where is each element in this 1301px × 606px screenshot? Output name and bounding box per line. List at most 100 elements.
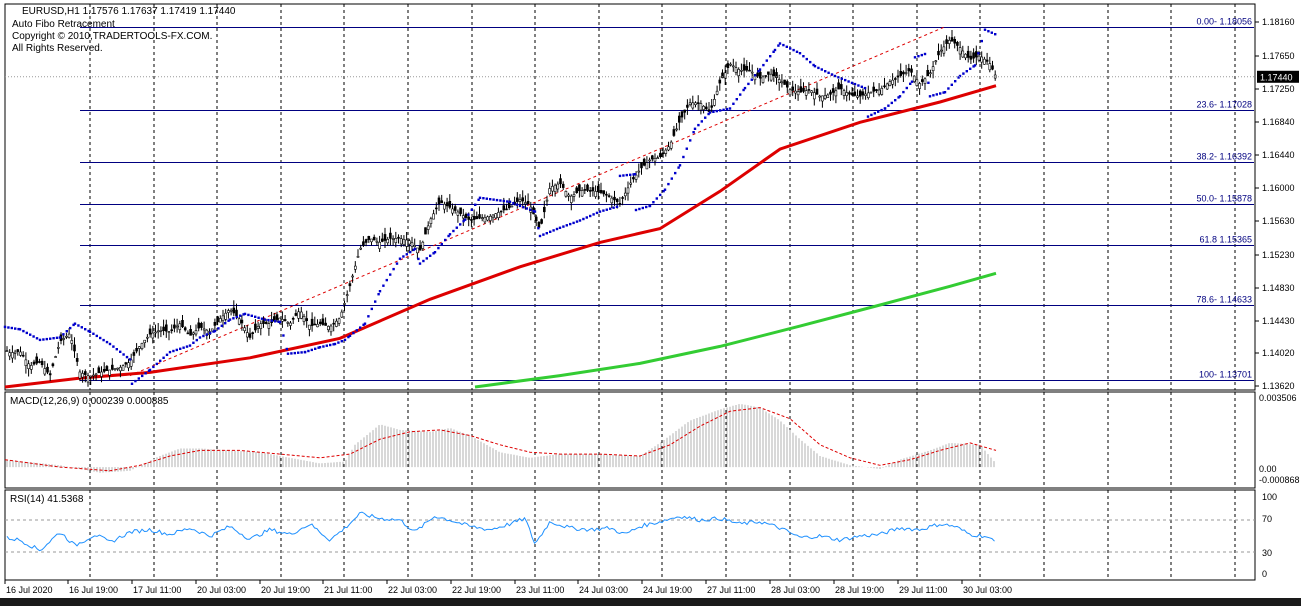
candle-body: [688, 102, 692, 106]
candle-body: [548, 188, 552, 195]
candle-body: [389, 232, 392, 239]
candle-body: [173, 324, 176, 329]
sar-dot: [243, 312, 247, 316]
sar-dot: [477, 198, 480, 201]
candle-body: [524, 202, 527, 205]
sar-dot: [122, 353, 125, 356]
sar-dot: [115, 348, 118, 351]
sar-dot: [152, 365, 155, 369]
candle-body: [966, 50, 970, 58]
candle-body: [24, 359, 28, 366]
candle-body: [289, 322, 292, 326]
sar-dot: [108, 342, 112, 346]
macd-tick-label: 0.00: [1259, 464, 1277, 474]
macd-tick-label: -0.000868: [1259, 475, 1300, 485]
candle-body: [362, 241, 365, 246]
candle-body: [556, 183, 560, 190]
candle-body: [564, 191, 568, 197]
candle-body: [642, 158, 646, 166]
candle-body: [329, 325, 333, 333]
sar-dot: [495, 198, 499, 202]
sar-dot: [913, 56, 917, 59]
sar-dot: [950, 83, 953, 86]
candle-body: [302, 315, 306, 322]
candle-body: [761, 76, 765, 83]
candle-body: [316, 323, 319, 328]
sar-dot: [887, 104, 890, 107]
candle-body: [159, 329, 163, 332]
sar-dot: [648, 204, 652, 208]
sar-dot: [795, 50, 799, 53]
sar-dot: [413, 247, 417, 251]
sar-dot: [374, 300, 377, 303]
candle-body: [448, 201, 452, 208]
price-tick-label: 1.17250: [1262, 84, 1295, 94]
sar-dot: [297, 351, 300, 354]
candle-body: [864, 93, 867, 97]
candle-body: [19, 351, 22, 356]
candle-body: [418, 245, 422, 251]
sar-dot: [213, 329, 217, 333]
candle-body: [46, 366, 49, 373]
sar-dot: [239, 314, 242, 317]
candle-body: [297, 311, 300, 319]
candle-body: [553, 184, 557, 192]
candle-body: [745, 66, 749, 71]
candle-body: [84, 371, 87, 375]
sar-dot: [395, 262, 399, 265]
candle-body: [43, 368, 47, 375]
candle-body: [240, 319, 244, 324]
sar-dot: [655, 197, 658, 200]
candle-body: [170, 329, 173, 332]
candle-body: [683, 109, 687, 113]
sar-dot: [459, 223, 462, 226]
macd-panel: [4, 404, 997, 473]
candle-body: [116, 367, 119, 370]
time-tick-label: 22 Jul 19:00: [452, 585, 501, 595]
rights-text: All Rights Reserved.: [12, 43, 103, 54]
candle-body: [607, 195, 611, 197]
candle-body: [399, 238, 403, 245]
candle-body: [246, 332, 249, 338]
sar-dot: [954, 80, 957, 83]
candle-body: [353, 265, 357, 270]
candle-body: [826, 94, 830, 99]
candle-body: [804, 90, 808, 96]
sar-dot: [389, 273, 392, 276]
candle-body: [972, 52, 975, 59]
candle-body: [950, 37, 954, 42]
candle-body: [259, 323, 263, 329]
candle-body: [386, 239, 390, 244]
candle-body: [734, 67, 738, 73]
candle-body: [135, 347, 138, 352]
candle-body: [756, 72, 759, 77]
candle-body: [340, 311, 344, 318]
candle-body: [802, 87, 805, 92]
candle-body: [920, 79, 924, 82]
time-tick-label: 29 Jul 11:00: [899, 585, 947, 595]
sar-dot: [432, 252, 435, 255]
candle-body: [656, 157, 660, 159]
price-tick-label: 1.14020: [1262, 348, 1295, 358]
sar-dot: [987, 30, 990, 33]
candle-body: [702, 106, 705, 110]
candle-body: [591, 187, 595, 192]
candle-body: [939, 49, 943, 52]
candle-body: [356, 255, 360, 258]
candle-body: [370, 238, 373, 243]
candle-body: [775, 72, 778, 79]
candle-body: [480, 217, 484, 219]
sar-dot: [303, 350, 307, 354]
sar-dot: [337, 341, 340, 344]
candle-body: [54, 356, 57, 358]
candle-body: [551, 186, 554, 192]
sar-dot: [824, 70, 827, 73]
candle-body: [111, 364, 114, 370]
sar-dot: [277, 320, 280, 323]
candle-body: [586, 184, 589, 191]
candle-body: [526, 201, 530, 205]
sar-dot: [452, 229, 455, 233]
sar-dot: [463, 218, 467, 221]
candle-body: [696, 102, 700, 104]
sar-dot: [499, 199, 502, 202]
